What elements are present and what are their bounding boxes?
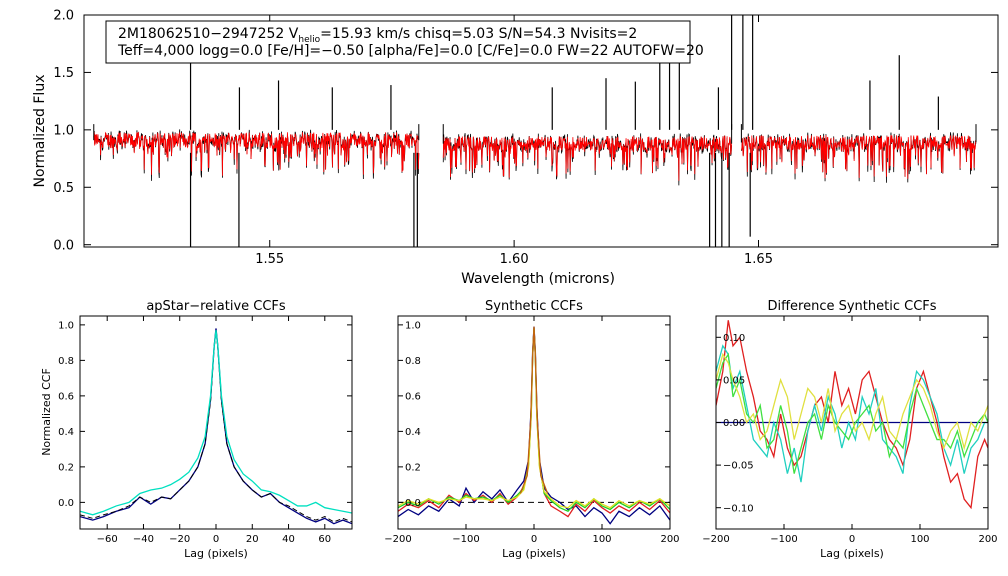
y-tick-label: 0.00 xyxy=(723,418,745,429)
x-tick-label: −100 xyxy=(452,534,479,545)
y-tick-label: 0.0 xyxy=(53,238,74,253)
y-tick-label: −0.05 xyxy=(723,461,754,472)
difference-ccf-title: Difference Synthetic CCFs xyxy=(767,299,936,314)
apstar-ccf-panel: −60 −40 −20 0 20 40 60 0.0 0.2 0.4 0.6 0.8 1.0 apSta… xyxy=(40,299,353,560)
spectrum-xlabel: Wavelength (microns) xyxy=(461,271,615,287)
difference-ccf-series xyxy=(716,320,988,510)
y-tick-label: 1.0 xyxy=(53,124,74,139)
y-tick-label: 0.5 xyxy=(53,181,74,196)
ccf-cyan-line xyxy=(80,330,352,516)
annotation-box xyxy=(105,20,691,64)
model-spectrum xyxy=(93,131,420,176)
difference-ccf-panel: −200 −100 0 100 200 −0.10 −0.05 0.00 0.05 0.10 Di… xyxy=(702,299,997,560)
apstar-ccf-series xyxy=(80,328,352,525)
x-tick-label: 40 xyxy=(282,534,295,545)
synthetic-ccf-title: Synthetic CCFs xyxy=(485,299,583,314)
spectrum-series xyxy=(93,15,977,247)
y-tick-label: −0.10 xyxy=(723,503,754,514)
y-tick-label: 1.0 xyxy=(58,320,74,331)
y-tick-label: 0.0 xyxy=(58,498,74,509)
diff-green-line xyxy=(716,352,988,474)
spectrum-ticks: 1.55 1.60 1.65 0.0 0.5 1.0 1.5 2.0 xyxy=(53,9,998,267)
x-tick-label: 60 xyxy=(318,534,331,545)
y-tick-label: 0.4 xyxy=(58,427,74,438)
apstar-ccf-ticks: −60 −40 −20 0 20 40 60 0.0 0.2 0.4 0.6 0.8 1.0 xyxy=(58,316,352,545)
y-tick-label: 1.0 xyxy=(405,320,421,331)
x-tick-label: 200 xyxy=(660,534,679,545)
x-tick-label: 20 xyxy=(246,534,259,545)
y-tick-label: 0.2 xyxy=(58,462,74,473)
difference-ccf-xlabel: Lag (pixels) xyxy=(820,547,884,560)
diff-red-line xyxy=(716,320,988,510)
x-tick-label: 1.60 xyxy=(500,252,529,267)
annotation-line-2: Teff=4,000 logg=0.0 [Fe/H]=−0.50 [alpha/… xyxy=(117,43,704,59)
x-tick-label: 0 xyxy=(213,534,219,545)
x-tick-label: −100 xyxy=(770,534,797,545)
y-tick-label: 0.2 xyxy=(405,462,421,473)
spectrum-ylabel: Normalized Flux xyxy=(32,75,48,188)
apstar-ccf-xlabel: Lag (pixels) xyxy=(184,547,248,560)
y-tick-label: 0.0 xyxy=(405,498,421,509)
x-tick-label: −20 xyxy=(169,534,190,545)
x-tick-label: −200 xyxy=(384,534,411,545)
y-tick-label: 0.4 xyxy=(405,427,421,438)
x-tick-label: 100 xyxy=(592,534,611,545)
apstar-ccf-title: apStar−relative CCFs xyxy=(146,299,286,314)
x-tick-label: −40 xyxy=(133,534,154,545)
syn-orange-line xyxy=(519,326,549,494)
x-tick-label: 1.65 xyxy=(744,252,773,267)
spectrum-frame xyxy=(83,14,999,248)
y-tick-label: 1.5 xyxy=(53,66,74,81)
spectrum-annotation: 2M18062510−2947252 Vhelio=15.93 km/s chi… xyxy=(105,20,704,64)
y-tick-label: 0.8 xyxy=(58,356,74,367)
x-tick-label: 1.55 xyxy=(255,252,284,267)
synthetic-ccf-series xyxy=(398,326,670,525)
x-tick-label: 200 xyxy=(978,534,997,545)
diff-yellow-line xyxy=(716,352,988,451)
model-spectrum xyxy=(741,135,977,179)
y-tick-label: 2.0 xyxy=(53,9,74,24)
x-tick-label: 0 xyxy=(531,534,537,545)
y-tick-label: 0.8 xyxy=(405,356,421,367)
y-tick-label: 0.6 xyxy=(58,391,74,402)
x-tick-label: −200 xyxy=(702,534,729,545)
spectrum-panel: 1.55 1.60 1.65 0.0 0.5 1.0 1.5 2.0 Normalized F… xyxy=(32,9,999,287)
y-tick-label: 0.6 xyxy=(405,391,421,402)
annotation-line-1: 2M18062510−2947252 Vhelio=15.93 km/s chi… xyxy=(118,26,637,45)
synthetic-ccf-xlabel: Lag (pixels) xyxy=(502,547,566,560)
x-tick-label: 0 xyxy=(849,534,855,545)
synthetic-ccf-ticks: −200 −100 0 100 200 0.0 0.2 0.4 0.6 0.8 1.0 xyxy=(384,316,680,545)
synthetic-ccf-panel: −200 −100 0 100 200 0.0 0.2 0.4 0.6 0.8 1.0 Synthe… xyxy=(384,299,679,560)
x-tick-label: 100 xyxy=(910,534,929,545)
y-tick-label: 0.10 xyxy=(723,333,745,344)
apstar-ccf-ylabel: Normalized CCF xyxy=(40,368,53,456)
difference-ccf-ticks: −200 −100 0 100 200 −0.10 −0.05 0.00 0.05 0.10 xyxy=(702,316,998,545)
y-tick-label: 0.05 xyxy=(723,376,745,387)
model-spectrum xyxy=(442,135,733,181)
x-tick-label: −60 xyxy=(97,534,118,545)
